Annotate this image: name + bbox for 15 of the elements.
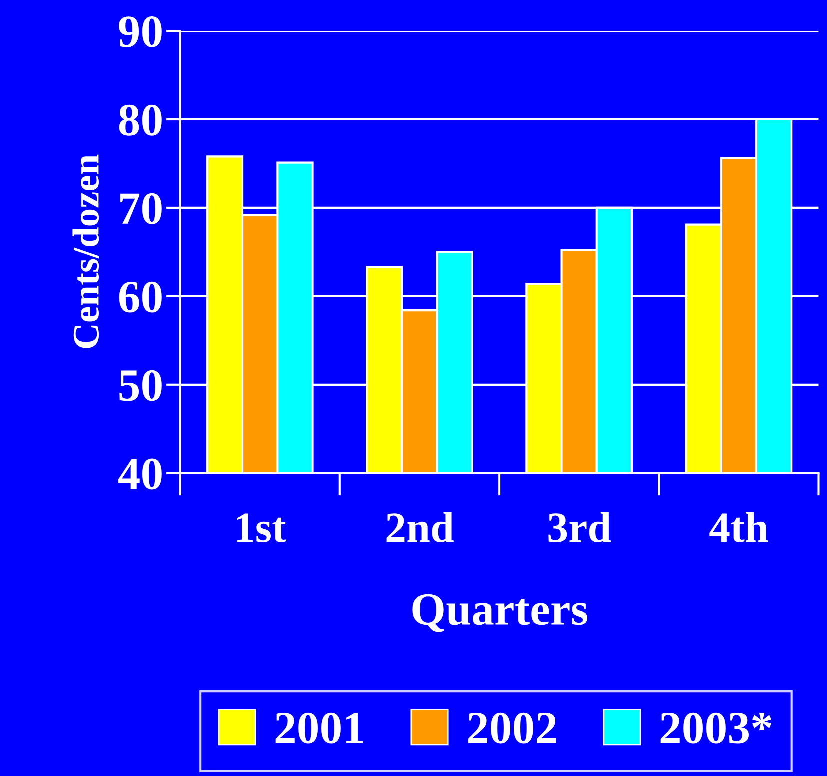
legend-label: 2002 xyxy=(468,712,556,744)
x-tick-label: 2nd xyxy=(386,512,454,543)
y-tick-label: 50 xyxy=(120,370,162,402)
y-axis-title: Cents/dozen xyxy=(72,154,100,348)
y-tick-label: 80 xyxy=(119,104,162,136)
x-tick-label: 3rd xyxy=(548,512,612,543)
legend-label: 2001 xyxy=(276,712,364,744)
legend-label: 2003* xyxy=(660,712,772,744)
y-tick-label: 90 xyxy=(119,16,162,48)
y-tick-label: 40 xyxy=(118,458,162,490)
x-tick-label: 4th xyxy=(710,512,768,543)
y-tick-label: 60 xyxy=(119,282,162,313)
x-axis-title: Quarters xyxy=(412,594,588,632)
x-tick-label: 1st xyxy=(237,514,286,543)
y-tick-label: 70 xyxy=(120,193,162,224)
